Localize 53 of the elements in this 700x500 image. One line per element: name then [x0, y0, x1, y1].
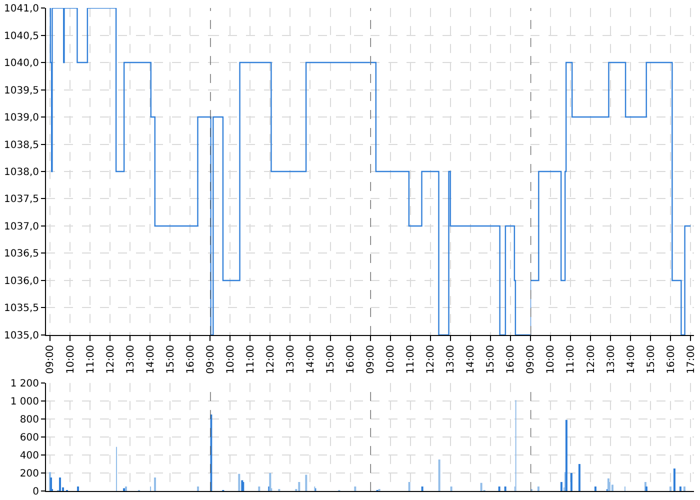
y-tick-label: 1040,0: [4, 58, 39, 69]
x-tick-label: 16:00: [506, 344, 517, 374]
y-tick-label: 1039,5: [4, 85, 39, 96]
x-tick-label: 12:00: [105, 344, 116, 374]
y-tick-label: 400: [20, 450, 39, 462]
x-tick-label: 09:00: [526, 344, 537, 374]
x-tick-label: 10:00: [386, 344, 397, 374]
x-tick-label: 17:00: [686, 344, 697, 374]
x-tick-label: 16:00: [666, 344, 677, 374]
y-tick-label: 800: [20, 414, 39, 426]
x-tick-label: 11:00: [566, 344, 577, 374]
x-tick-label: 09:00: [366, 344, 377, 374]
x-tick-label: 15:00: [486, 344, 497, 374]
x-tick-label: 12:00: [586, 344, 597, 374]
x-tick-label: 14:00: [145, 344, 156, 374]
x-tick-label: 12:00: [426, 344, 437, 374]
y-tick-label: 600: [20, 432, 39, 444]
x-tick-label: 13:00: [446, 344, 457, 374]
x-tick-label: 15:00: [165, 344, 176, 374]
y-tick-label: 1041,0: [4, 4, 39, 14]
x-tick-label: 16:00: [185, 344, 196, 374]
x-tick-label: 11:00: [245, 344, 256, 374]
x-tick-label: 14:00: [466, 344, 477, 374]
x-tick-label: 13:00: [285, 344, 296, 374]
x-tick-label: 15:00: [326, 344, 337, 374]
x-tick-label: 09:00: [205, 344, 216, 374]
y-tick-label: 1037,0: [4, 221, 39, 232]
x-tick-label: 12:00: [265, 344, 276, 374]
y-tick-label: 1 000: [10, 396, 39, 408]
y-tick-label: 1036,5: [4, 248, 39, 260]
x-tick-label: 09:00: [45, 344, 56, 374]
x-tick-label: 14:00: [305, 344, 316, 374]
x-tick-label: 10:00: [65, 344, 76, 374]
x-tick-label: 10:00: [225, 344, 236, 374]
x-tick-label: 13:00: [125, 344, 136, 374]
x-tick-label: 11:00: [85, 344, 96, 374]
y-tick-label: 1036,0: [4, 276, 39, 287]
y-tick-label: 1039,0: [4, 112, 39, 124]
y-tick-label: 0: [32, 486, 39, 498]
y-tick-label: 1035,5: [4, 303, 39, 314]
x-tick-label: 10:00: [546, 344, 557, 374]
y-tick-label: 200: [20, 468, 39, 480]
y-tick-label: 1035,0: [4, 330, 39, 342]
y-tick-label: 1 200: [10, 378, 39, 390]
y-tick-label: 1038,5: [4, 140, 39, 151]
x-tick-label: 14:00: [626, 344, 637, 374]
x-tick-label: 15:00: [646, 344, 657, 374]
x-tick-label: 13:00: [606, 344, 617, 374]
x-tick-label: 16:00: [346, 344, 357, 374]
y-tick-label: 1037,5: [4, 194, 39, 206]
x-tick-label: 11:00: [406, 344, 417, 374]
y-tick-label: 1038,0: [4, 167, 39, 178]
y-tick-label: 1040,5: [4, 30, 39, 42]
